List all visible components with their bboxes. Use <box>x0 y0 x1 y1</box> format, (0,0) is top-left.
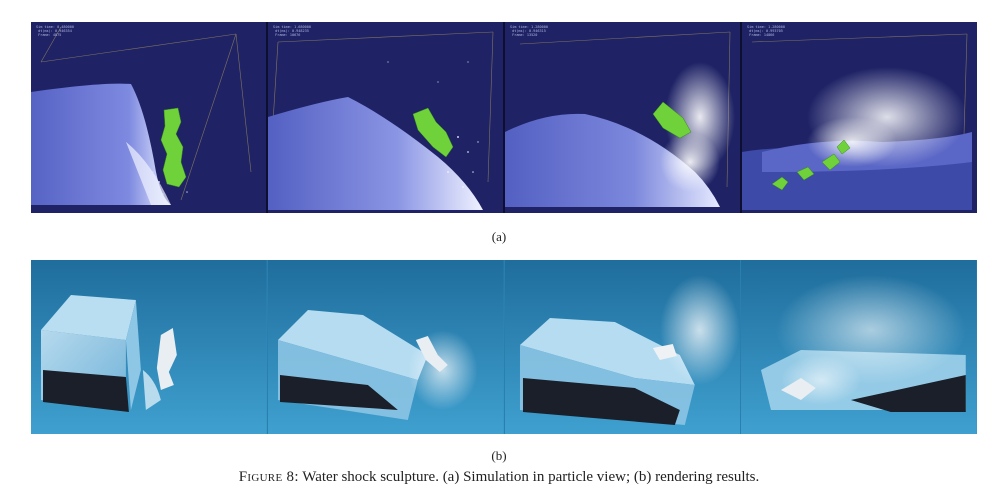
sim-panel-2: Sim time: 1.680000 dt(ms): 0.948235 Fram… <box>266 22 503 213</box>
caption-text: Water shock sculpture. (a) Simulation in… <box>298 469 760 485</box>
rendering-row <box>31 260 977 434</box>
subfigure-label-a: (a) <box>491 229 507 244</box>
sim-readout-4: Sim time: 1.280000 dt(ms): 0.993705 Fram… <box>747 25 785 37</box>
sim-panel-4: Sim time: 1.280000 dt(ms): 0.993705 Fram… <box>740 22 977 213</box>
render-panel-2 <box>266 260 504 434</box>
sim-frame-2-image <box>268 31 494 210</box>
render-frame-2-image <box>267 260 504 434</box>
render-panel-4 <box>740 260 977 434</box>
sim-readout-3: Sim time: 1.280000 dt(ms): 0.946315 Fram… <box>510 25 548 37</box>
sim-frame-4-image <box>742 33 972 210</box>
figure-caption: Figure 8: Water shock sculpture. (a) Sim… <box>0 469 998 486</box>
particle-view-row: Sim time: 0.480000 dt(ms): 0.946354 Fram… <box>31 22 977 213</box>
sim-panel-3: Sim time: 1.280000 dt(ms): 0.946315 Fram… <box>503 22 740 213</box>
sim-readout-1: Sim time: 0.480000 dt(ms): 0.946354 Fram… <box>36 25 74 37</box>
render-frame-4-image <box>741 260 977 434</box>
render-frame-3-image <box>504 260 741 434</box>
sim-panel-1: Sim time: 0.480000 dt(ms): 0.946354 Fram… <box>31 22 266 213</box>
render-panel-3 <box>503 260 741 434</box>
render-panel-1 <box>31 260 267 434</box>
sim-frame-1-image <box>31 26 252 205</box>
sim-readout-2: Sim time: 1.680000 dt(ms): 0.948235 Fram… <box>273 25 311 37</box>
subfigure-label-b: (b) <box>491 448 507 463</box>
sim-frame-3-image <box>505 31 735 207</box>
render-frame-1-image <box>31 260 267 434</box>
caption-figure-number: Figure 8: <box>238 469 299 485</box>
